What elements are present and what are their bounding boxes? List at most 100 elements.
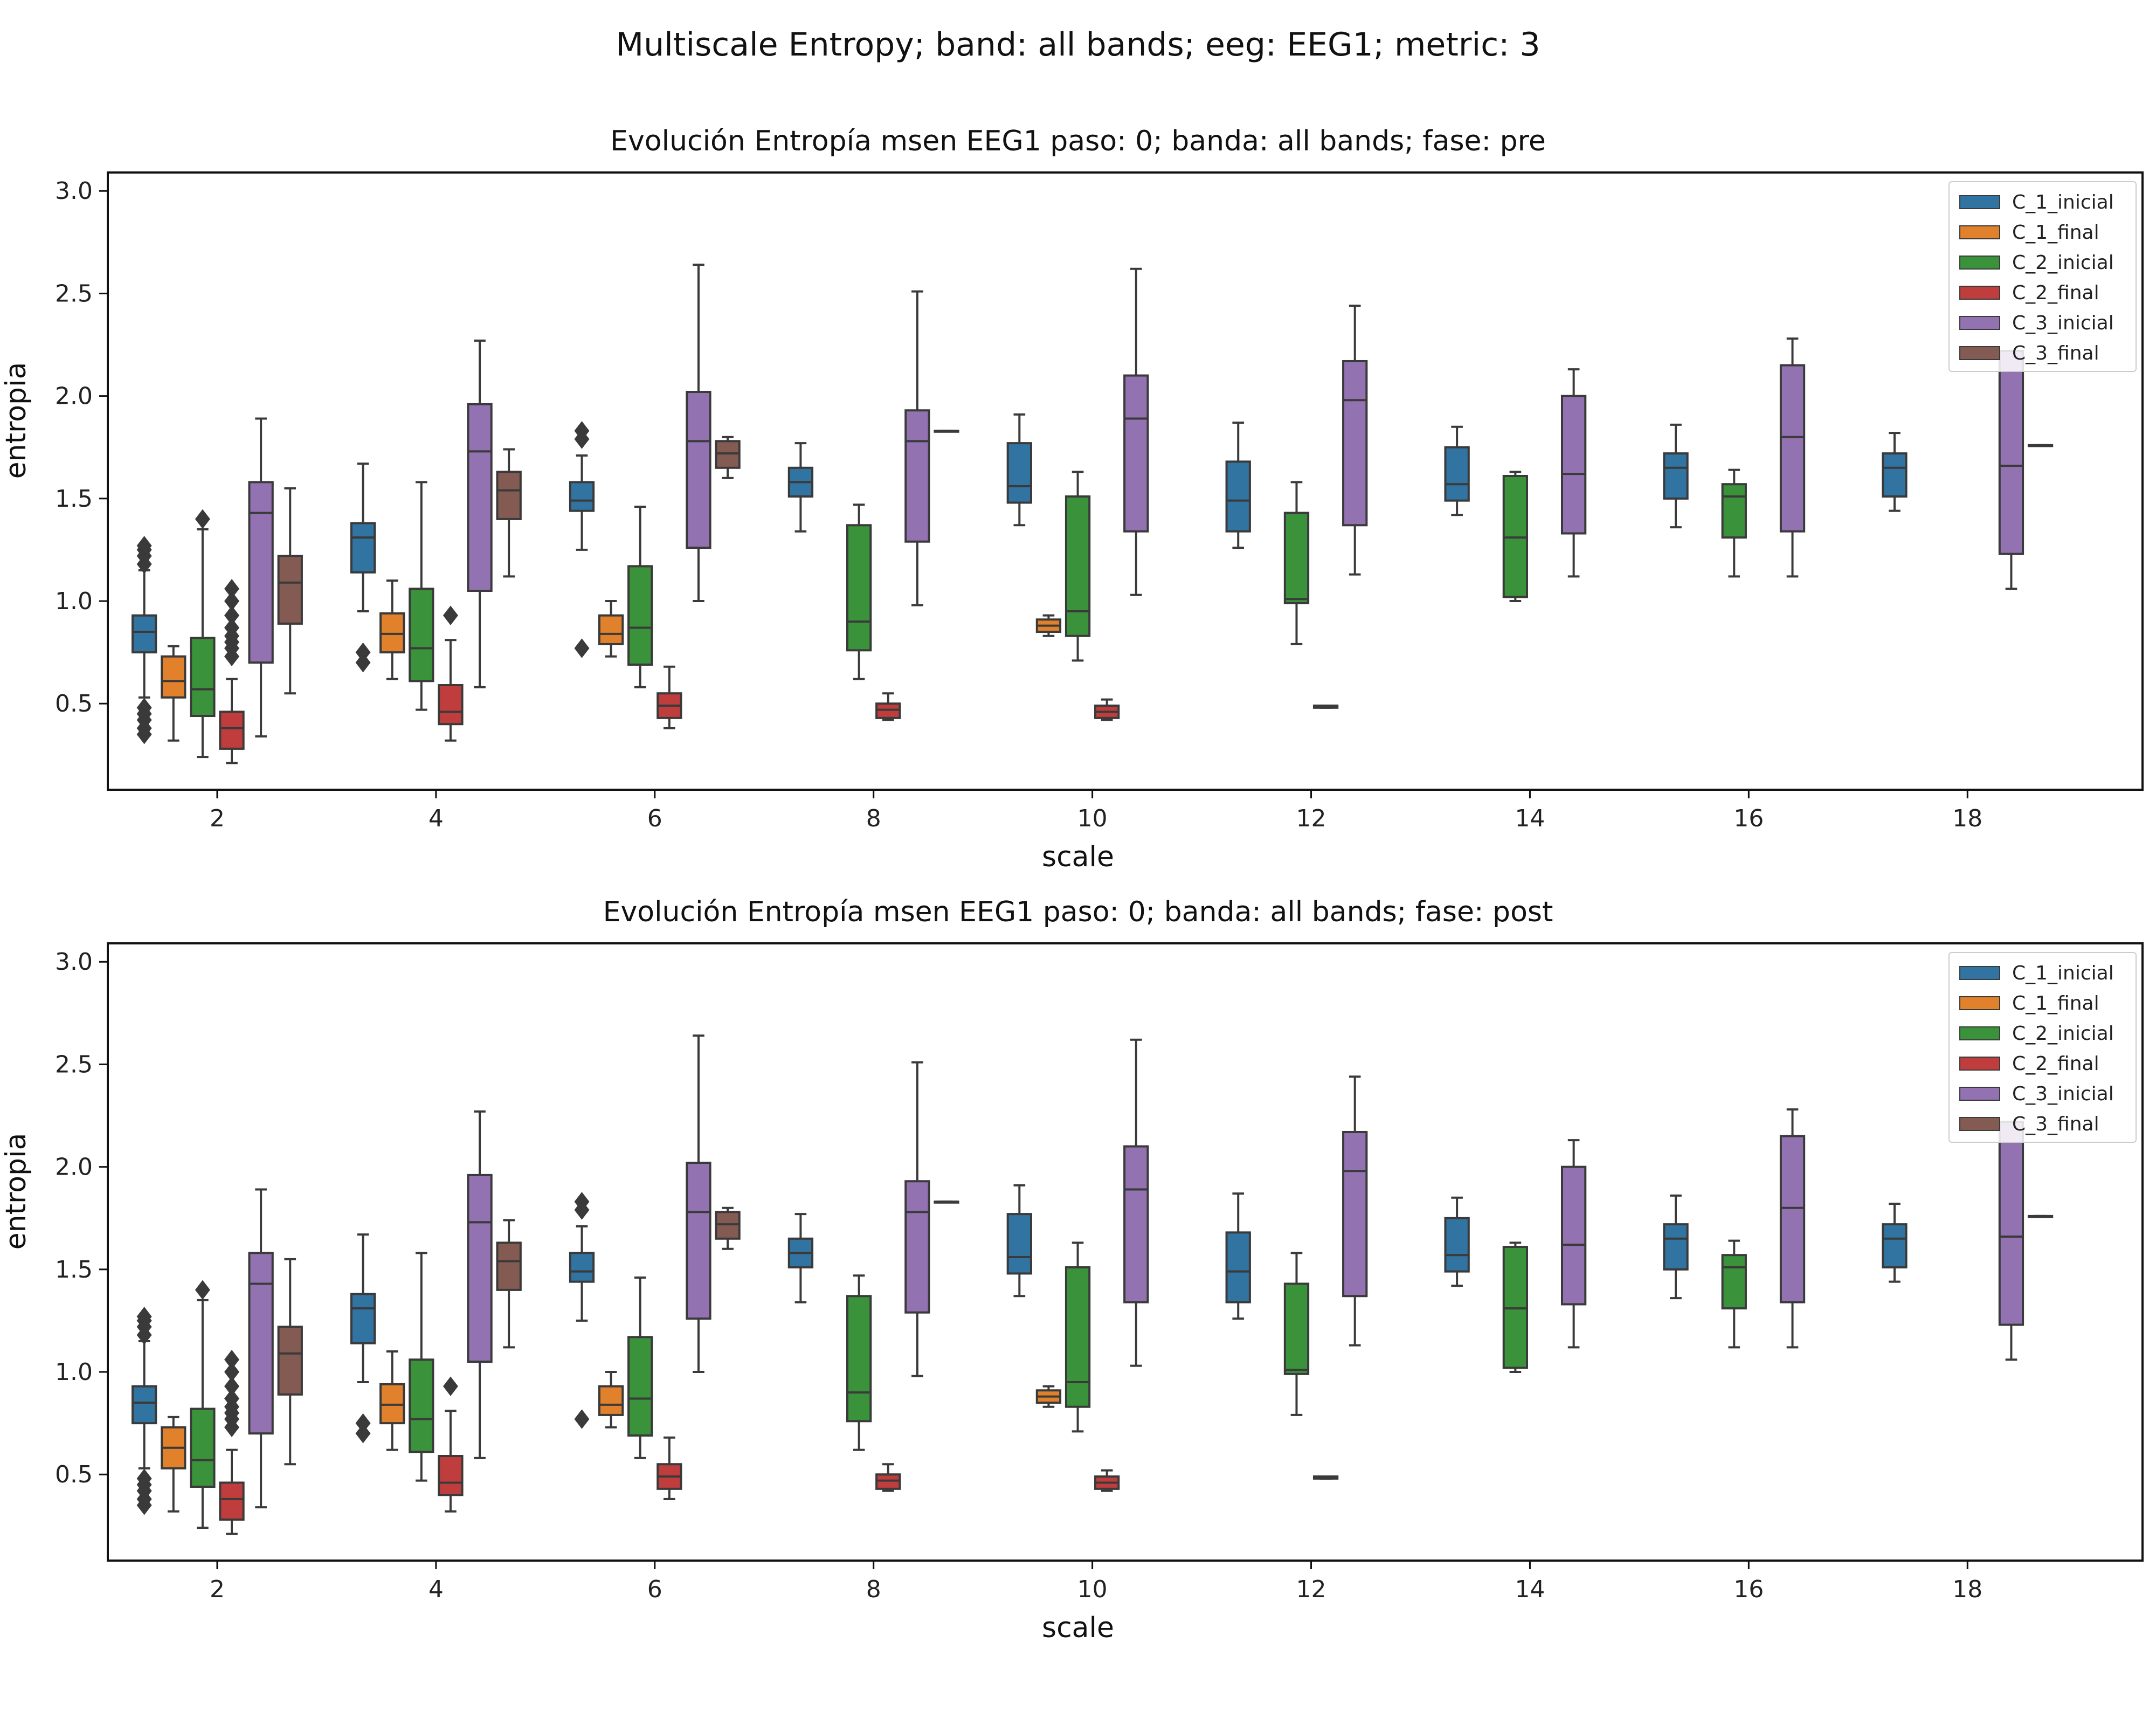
box-body xyxy=(686,1162,711,1320)
box-c-1-inicial xyxy=(787,442,814,533)
box-c-1-inicial xyxy=(132,1307,157,1515)
box-c-2-inicial xyxy=(627,1276,653,1459)
box-c-3-final xyxy=(496,448,522,578)
subplot-title: Evolución Entropía msen EEG1 paso: 0; ba… xyxy=(610,125,1546,157)
box-c-1-inicial xyxy=(569,421,595,658)
box-c-1-final xyxy=(598,1371,624,1429)
legend-swatch xyxy=(1959,996,2000,1010)
x-tick-label: 8 xyxy=(866,805,881,832)
box-c-3-final xyxy=(277,1258,303,1466)
legend-item: C_3_final xyxy=(1959,340,2099,367)
legend-item: C_1_inicial xyxy=(1959,960,2114,986)
y-tick-label: 0.5 xyxy=(55,690,93,717)
box-body xyxy=(598,1385,624,1416)
x-tick-label: 18 xyxy=(1952,805,1982,832)
box-c-3-inicial xyxy=(1560,1139,1587,1349)
box-body xyxy=(248,481,274,664)
box-c-1-final xyxy=(598,600,624,658)
box-c-3-inicial xyxy=(1998,349,2024,590)
box-body xyxy=(190,1407,216,1488)
box-body xyxy=(1225,460,1251,533)
y-tick-label: 2.5 xyxy=(55,1051,93,1078)
subplot-post: Evolución Entropía msen EEG1 paso: 0; ba… xyxy=(0,873,2156,1644)
box-c-1-final xyxy=(161,1416,186,1513)
y-tick-label: 2.0 xyxy=(55,1154,93,1181)
box-body xyxy=(598,614,624,645)
box-body xyxy=(846,1295,872,1423)
box-body xyxy=(350,1293,376,1344)
legend-label: C_2_final xyxy=(2012,1052,2099,1075)
box-body xyxy=(1123,1145,1149,1303)
legend-item: C_3_final xyxy=(1959,1110,2099,1137)
box-c-1-final xyxy=(161,645,186,742)
box-c-2-final xyxy=(1312,1475,1339,1480)
box-body xyxy=(438,1454,464,1496)
box-c-1-inicial xyxy=(1663,423,1689,529)
box-body xyxy=(277,555,303,625)
x-tick-label: 10 xyxy=(1077,1576,1108,1603)
box-c-3-inicial xyxy=(248,1188,274,1509)
box-body xyxy=(569,1252,595,1283)
y-axis-label: entropia xyxy=(0,362,32,479)
box-c-3-inicial xyxy=(686,264,711,603)
box-c-2-final xyxy=(657,1436,682,1500)
box-body xyxy=(1444,446,1470,502)
box-body xyxy=(1006,1213,1032,1275)
box-body xyxy=(409,588,434,682)
box-body xyxy=(1123,374,1149,533)
box-body xyxy=(1721,483,1747,539)
legend-swatch xyxy=(1959,1026,2000,1040)
outlier-point xyxy=(224,591,240,611)
box-c-1-inicial xyxy=(787,1213,814,1303)
box-c-3-inicial xyxy=(1123,267,1149,596)
box-c-2-inicial xyxy=(846,1274,872,1451)
box-c-2-inicial xyxy=(1721,468,1747,578)
box-c-2-inicial xyxy=(846,503,872,680)
x-tick-label: 14 xyxy=(1515,1576,1545,1603)
outlier-point xyxy=(224,1389,240,1409)
box-body xyxy=(1998,1120,2024,1326)
box-c-2-inicial xyxy=(1065,1241,1091,1433)
x-axis-label: scale xyxy=(1042,841,1114,873)
box-c-3-inicial xyxy=(1342,1075,1368,1347)
legend-item: C_3_inicial xyxy=(1959,1080,2114,1107)
y-tick-label: 1.0 xyxy=(55,588,93,615)
box-body xyxy=(904,409,930,543)
box-body xyxy=(1721,1254,1747,1310)
box-c-1-final xyxy=(379,579,405,680)
box-body xyxy=(219,710,245,750)
legend-item: C_1_inicial xyxy=(1959,189,2114,216)
box-c-3-inicial xyxy=(1342,305,1368,576)
outlier-point xyxy=(136,1307,152,1327)
outlier-point xyxy=(136,536,152,556)
box-c-2-inicial xyxy=(1502,1241,1529,1374)
box-c-2-inicial xyxy=(1502,471,1529,603)
box-body xyxy=(686,391,711,549)
box-body xyxy=(1006,442,1032,504)
legend-label: C_1_inicial xyxy=(2012,191,2114,213)
box-c-2-inicial xyxy=(1283,481,1310,645)
box-body xyxy=(1065,1266,1091,1408)
box-c-3-inicial xyxy=(467,1110,493,1459)
box-body xyxy=(219,1481,245,1521)
box-c-2-final xyxy=(657,665,682,729)
box-c-1-inicial xyxy=(1663,1194,1689,1300)
box-body xyxy=(1342,360,1368,527)
box-c-1-inicial xyxy=(569,1192,595,1429)
box-body xyxy=(496,471,522,520)
legend-label: C_2_final xyxy=(2012,281,2099,304)
box-body xyxy=(496,1241,522,1291)
outlier-point xyxy=(224,618,240,638)
box-c-1-inicial xyxy=(1225,422,1251,549)
box-c-3-inicial xyxy=(1998,1120,2024,1361)
axes-frame xyxy=(107,171,2144,791)
box-body xyxy=(132,1385,157,1425)
legend-item: C_2_inicial xyxy=(1959,249,2114,276)
legend-swatch xyxy=(1959,1057,2000,1071)
box-c-1-inicial xyxy=(350,463,376,673)
legend-item: C_1_final xyxy=(1959,219,2099,246)
box-c-2-inicial xyxy=(1721,1239,1747,1349)
outlier-point xyxy=(355,652,371,673)
box-c-3-inicial xyxy=(1560,368,1587,578)
box-body xyxy=(1342,1130,1368,1298)
